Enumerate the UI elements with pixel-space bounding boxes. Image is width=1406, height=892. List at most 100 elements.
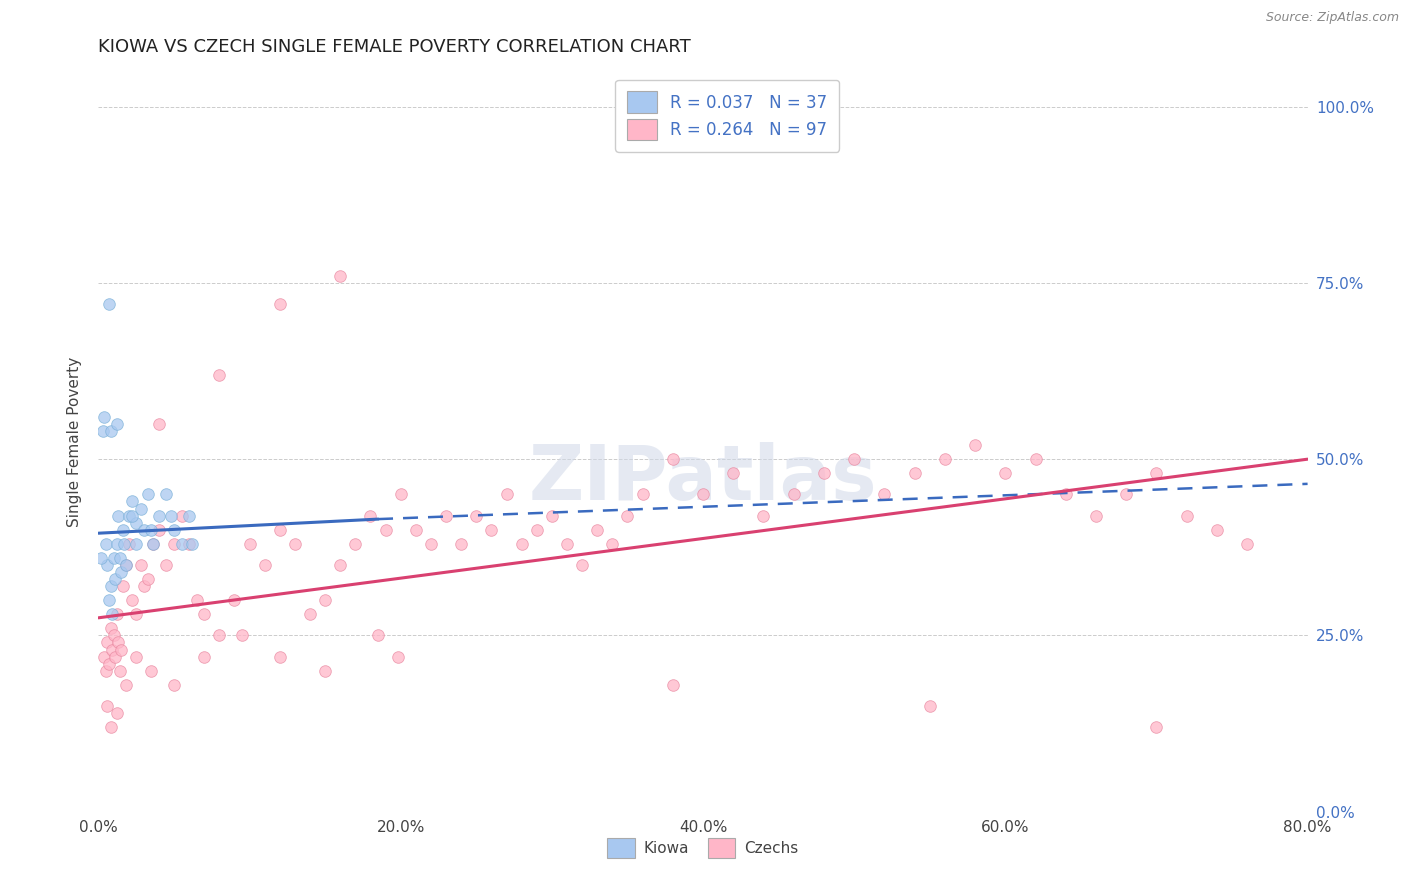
Point [94,664,117,678]
Point [103,628,125,642]
Point [193,607,215,622]
Point [91,424,114,438]
Point [934,452,956,467]
Point [114,558,136,572]
Point [170,537,193,551]
Point [101,642,124,657]
Point [181,537,204,551]
Point [98,297,121,311]
Point [1054,487,1077,501]
Y-axis label: Single Female Poverty: Single Female Poverty [67,357,83,526]
Point [555,537,578,551]
Point [141,523,163,537]
Point [752,508,775,523]
Point [105,706,128,720]
Point [231,628,253,642]
Point [873,487,896,501]
Point [114,678,136,692]
Legend: Kiowa, Czechs: Kiowa, Czechs [598,829,808,867]
Point [495,487,517,501]
Point [723,467,745,481]
Point [111,523,134,537]
Point [98,657,121,671]
Point [129,558,152,572]
Point [170,508,193,523]
Point [93,409,115,424]
Point [163,678,186,692]
Point [1144,467,1167,481]
Point [284,537,307,551]
Point [904,467,927,481]
Point [367,628,389,642]
Point [105,417,128,431]
Point [112,537,135,551]
Point [434,508,457,523]
Point [105,537,128,551]
Point [360,508,382,523]
Point [100,621,122,635]
Point [193,649,215,664]
Point [125,537,148,551]
Point [344,537,367,551]
Point [314,593,336,607]
Point [329,558,352,572]
Point [1085,508,1108,523]
Point [269,649,291,664]
Point [118,508,141,523]
Point [965,438,987,452]
Point [107,635,129,649]
Point [526,523,548,537]
Point [129,501,152,516]
Point [1236,537,1258,551]
Point [163,523,186,537]
Point [1175,508,1198,523]
Point [661,452,683,467]
Point [450,537,472,551]
Point [1115,487,1137,501]
Point [616,508,638,523]
Point [465,508,488,523]
Point [125,607,148,622]
Point [269,523,291,537]
Point [107,508,129,523]
Point [114,558,136,572]
Point [420,537,443,551]
Point [269,297,291,311]
Point [387,649,409,664]
Point [813,467,835,481]
Point [110,565,132,579]
Point [96,698,118,713]
Point [179,537,201,551]
Point [692,487,714,501]
Point [132,523,155,537]
Point [253,558,276,572]
Point [111,579,134,593]
Point [104,649,127,664]
Point [103,550,125,565]
Point [96,635,118,649]
Point [142,537,165,551]
Point [118,537,141,551]
Point [136,487,159,501]
Point [94,537,117,551]
Point [121,593,143,607]
Point [148,508,170,523]
Point [571,558,593,572]
Text: KIOWA VS CZECH SINGLE FEMALE POVERTY CORRELATION CHART: KIOWA VS CZECH SINGLE FEMALE POVERTY COR… [98,38,692,56]
Point [844,452,866,467]
Point [314,664,336,678]
Point [136,572,159,586]
Point [510,537,533,551]
Point [374,523,396,537]
Point [224,593,246,607]
Point [125,649,148,664]
Point [389,487,412,501]
Point [239,537,262,551]
Point [93,649,115,664]
Point [208,628,231,642]
Text: ZIPatlas: ZIPatlas [529,442,877,516]
Point [142,537,165,551]
Point [110,642,132,657]
Point [148,417,170,431]
Point [155,558,177,572]
